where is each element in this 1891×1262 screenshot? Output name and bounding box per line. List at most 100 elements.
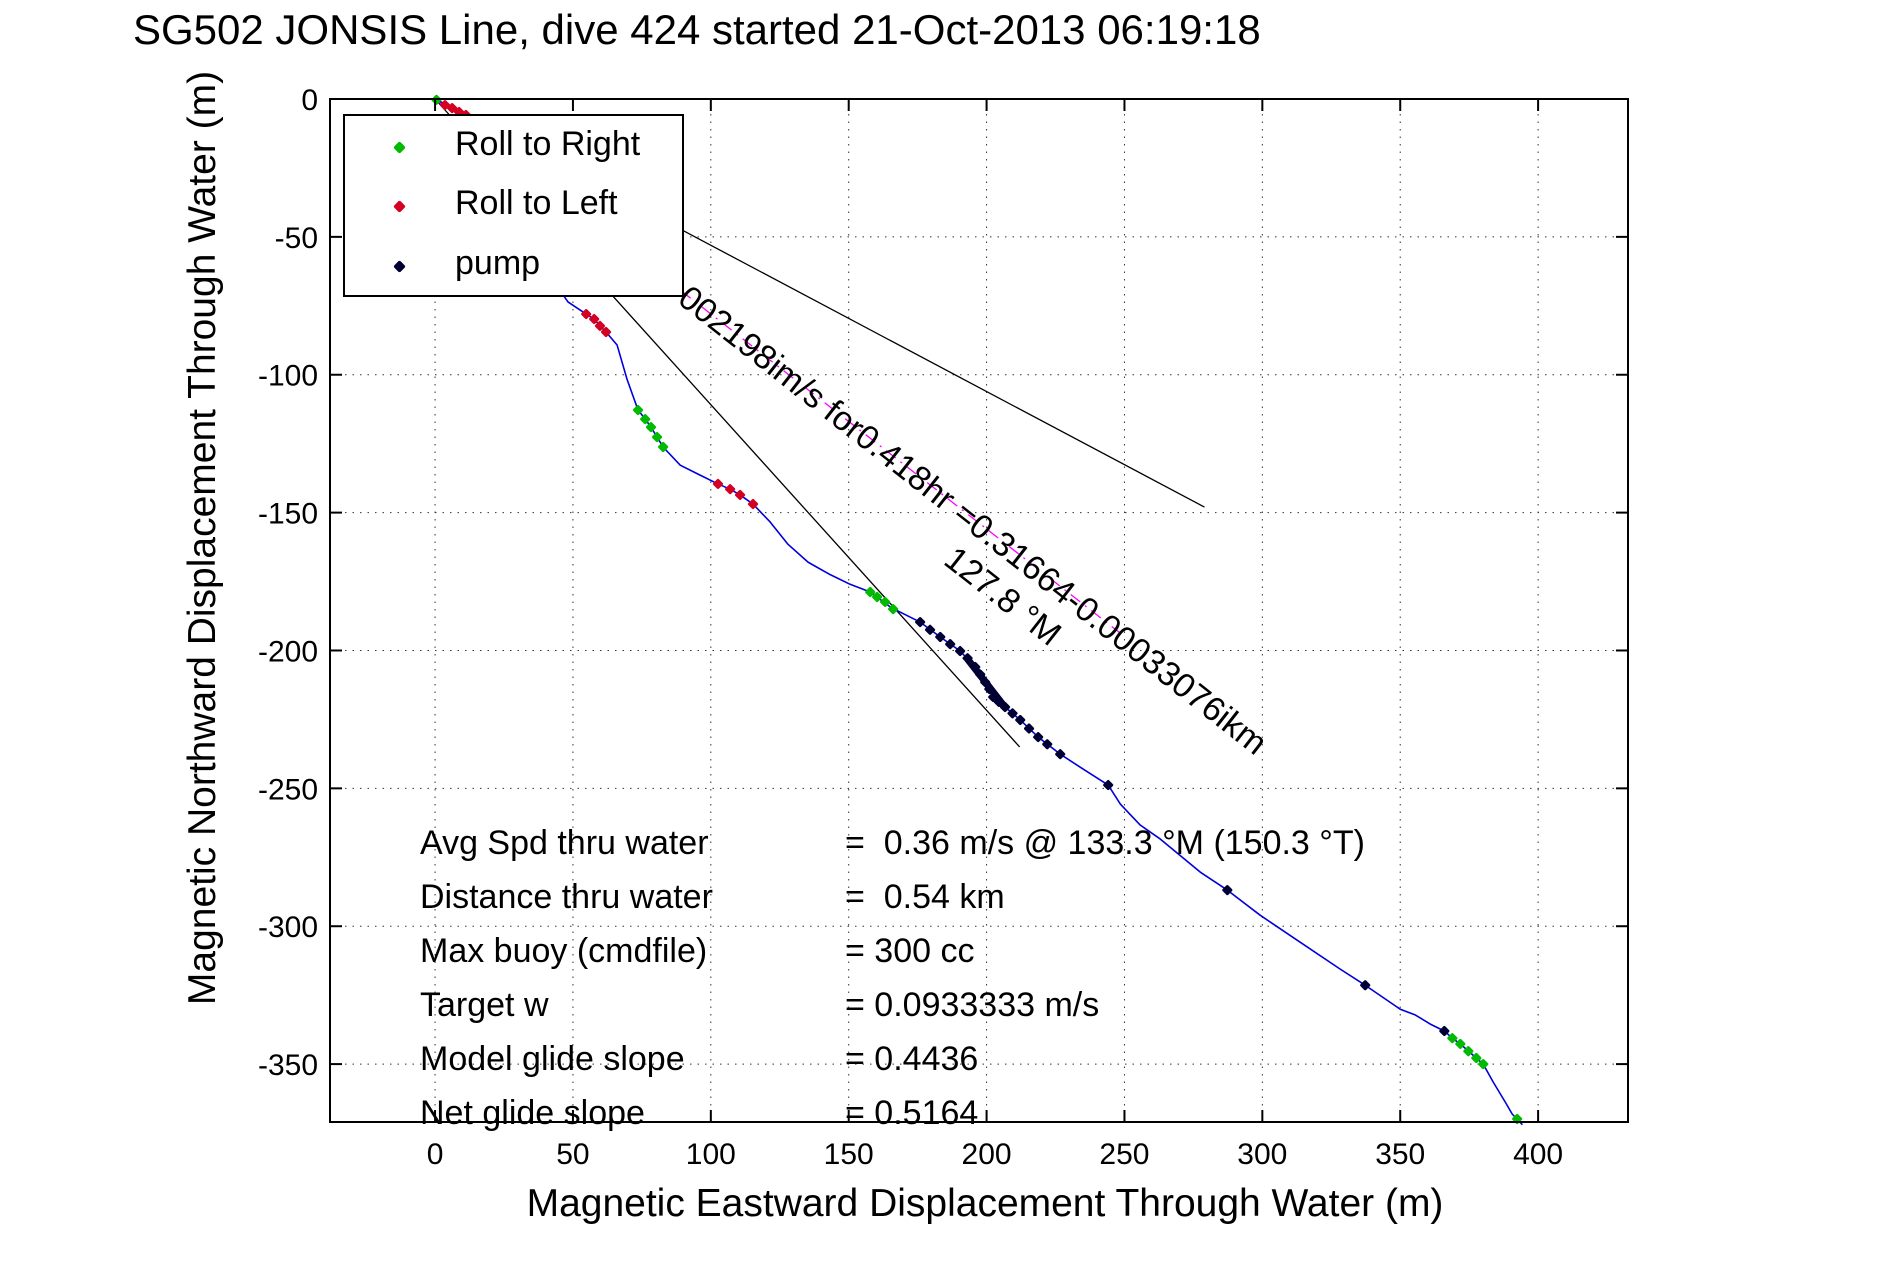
legend-label: Roll to Left	[455, 184, 618, 222]
x-tick-label: 50	[556, 1138, 589, 1171]
plot-title: SG502 JONSIS Line, dive 424 started 21-O…	[133, 6, 1261, 53]
y-tick-label: -50	[275, 222, 318, 255]
y-tick-label: -100	[258, 360, 318, 393]
x-axis-label: Magnetic Eastward Displacement Through W…	[526, 1182, 1444, 1225]
pump-marker	[1015, 714, 1026, 726]
y-tick-label: -250	[258, 773, 318, 806]
stat-distance: Distance thru water = 0.54 km	[420, 870, 1365, 924]
roll-left-marker	[735, 489, 746, 500]
roll-left-marker	[589, 314, 600, 325]
roll-right-marker	[645, 422, 657, 433]
roll-right-marker-icon	[393, 141, 406, 154]
stat-label: Max buoy (cmdfile)	[420, 932, 708, 970]
legend-item-roll-left: Roll to Left	[345, 184, 682, 228]
stat-max-buoy: Max buoy (cmdfile) = 300 cc	[420, 924, 1365, 978]
legend-label: Roll to Right	[455, 125, 641, 163]
stat-label: Avg Spd thru water	[420, 824, 709, 862]
stat-avg-speed: Avg Spd thru water = 0.36 m/s @ 133.3 °M…	[420, 816, 1365, 870]
stat-label: Model glide slope	[420, 1040, 685, 1078]
stat-value: = 0.54 km	[845, 878, 1005, 916]
pump-marker	[1360, 980, 1371, 991]
y-tick-label: -300	[258, 911, 318, 944]
annotations: 002198im/s for0.418hr =0.31664-0.0003307…	[671, 278, 1274, 762]
y-tick-label: -150	[258, 498, 318, 531]
pump-marker	[1055, 749, 1066, 760]
stat-target-w: Target w = 0.0933333 m/s	[420, 978, 1365, 1032]
x-tick-label: 150	[824, 1138, 874, 1171]
x-tick-label: 400	[1513, 1138, 1563, 1171]
roll-right-marker	[658, 441, 669, 453]
stat-model-glide-slope: Model glide slope = 0.4436	[420, 1032, 1365, 1086]
gridlines	[330, 98, 1628, 1122]
roll-right-marker	[632, 405, 644, 416]
pump-marker	[1439, 1025, 1450, 1037]
y-tick-label: -350	[258, 1049, 318, 1082]
y-tick-label: 0	[301, 84, 318, 117]
roll-left-marker	[712, 478, 724, 489]
roll-right-marker	[1478, 1059, 1489, 1070]
stat-label: Target w	[420, 986, 549, 1024]
roll-left-marker	[747, 499, 759, 510]
roll-right-marker	[872, 591, 883, 603]
legend-box: Roll to Right Roll to Left pump	[343, 114, 684, 297]
x-tick-label: 300	[1237, 1138, 1287, 1171]
stat-label: Distance thru water	[420, 878, 713, 916]
roll-left-marker	[447, 103, 458, 114]
x-tick-label: 100	[686, 1138, 736, 1171]
roll-right-marker	[1455, 1038, 1466, 1050]
pump-marker	[915, 617, 926, 628]
stat-label: Net glide slope	[420, 1094, 645, 1132]
pump-marker	[1024, 723, 1035, 734]
roll-right-marker	[865, 586, 876, 598]
roll-left-marker	[594, 320, 606, 331]
roll-left-marker-icon	[393, 200, 406, 213]
pump-marker	[945, 639, 956, 650]
x-tick-label: 0	[427, 1138, 444, 1171]
x-tick-label: 250	[1099, 1138, 1149, 1171]
pump-marker	[1033, 732, 1044, 743]
roll-right-marker	[652, 432, 663, 443]
x-tick-label: 200	[962, 1138, 1012, 1171]
stat-value: = 0.0933333 m/s	[845, 986, 1100, 1024]
axes-box	[329, 98, 1629, 1123]
event-markers	[431, 94, 1523, 1125]
pump-marker	[1222, 885, 1233, 896]
dive-stats-block: Avg Spd thru water = 0.36 m/s @ 133.3 °M…	[420, 816, 1365, 1140]
legend-label: pump	[455, 244, 541, 282]
pump-marker	[935, 631, 946, 643]
axes: 0 50 100 150 200 250 300 350 400 0 -50 -100 -150 -200…	[258, 84, 1629, 1171]
pump-marker	[970, 661, 981, 673]
legend-item-roll-right: Roll to Right	[345, 125, 682, 169]
roll-left-marker	[725, 484, 736, 495]
roll-right-marker	[1463, 1046, 1474, 1057]
pump-marker	[988, 692, 999, 703]
roll-right-marker	[880, 596, 891, 607]
roll-left-marker	[600, 326, 612, 338]
pump-marker	[984, 684, 995, 695]
roll-right-marker	[888, 604, 899, 615]
stat-value: = 0.4436	[845, 1040, 979, 1078]
pump-marker	[993, 697, 1005, 708]
stat-value: = 300 cc	[845, 932, 975, 970]
glide-result-text: 002198im/s for0.418hr =0.31664-0.0003307…	[671, 278, 1274, 762]
pump-marker-icon	[393, 260, 406, 273]
legend-item-pump: pump	[345, 244, 682, 288]
stat-net-glide-slope: Net glide slope = 0.5164	[420, 1086, 1365, 1140]
pump-marker	[1007, 708, 1018, 719]
y-tick-label: -200	[258, 635, 318, 668]
y-axis-label: Magnetic Northward Displacement Through …	[181, 70, 224, 1006]
pump-marker	[1103, 780, 1114, 791]
pump-marker	[980, 677, 991, 688]
stat-value: = 0.5164	[845, 1094, 979, 1132]
roll-right-marker	[1471, 1052, 1482, 1064]
roll-left-marker	[581, 309, 592, 320]
roll-right-marker	[640, 414, 651, 425]
roll-right-marker	[1447, 1033, 1458, 1044]
x-tick-label: 350	[1375, 1138, 1425, 1171]
pump-marker	[962, 653, 973, 664]
stat-value: = 0.36 m/s @ 133.3 °M (150.3 °T)	[845, 824, 1365, 862]
pump-marker	[925, 624, 936, 635]
pump-marker	[975, 669, 986, 680]
pump-marker	[1000, 701, 1011, 713]
